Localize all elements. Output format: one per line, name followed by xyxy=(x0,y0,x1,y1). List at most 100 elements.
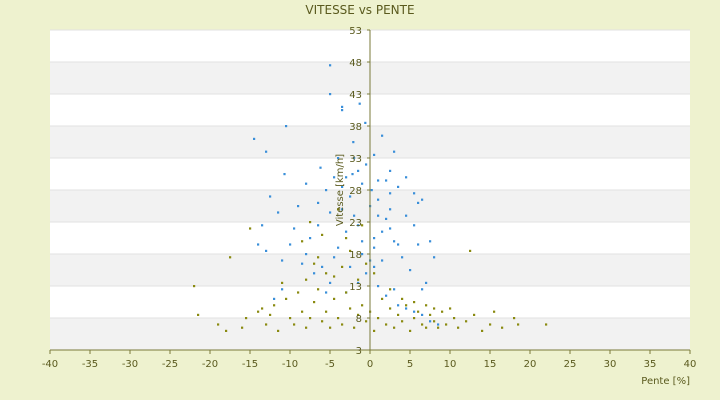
data-point xyxy=(301,262,304,265)
data-point xyxy=(385,217,388,220)
data-point xyxy=(413,301,416,304)
data-point xyxy=(425,281,428,284)
data-point xyxy=(349,249,352,252)
x-tick-label: -15 xyxy=(242,359,258,370)
data-point xyxy=(353,157,356,160)
data-point xyxy=(289,317,292,320)
data-point xyxy=(517,323,520,326)
data-point xyxy=(349,195,352,198)
data-point xyxy=(429,240,432,243)
data-point xyxy=(349,307,352,310)
data-point xyxy=(417,243,420,246)
data-point xyxy=(405,307,408,310)
data-point xyxy=(352,141,355,144)
data-point xyxy=(345,291,348,294)
x-tick-label: 5 xyxy=(407,359,413,370)
data-point xyxy=(241,326,244,329)
data-point xyxy=(389,288,392,291)
data-point xyxy=(357,281,360,284)
data-point xyxy=(329,64,332,67)
y-tick-label: 38 xyxy=(349,122,362,133)
data-point xyxy=(229,256,232,259)
data-point xyxy=(361,253,364,256)
y-tick-label: 43 xyxy=(349,90,362,101)
data-point xyxy=(313,301,316,304)
data-point xyxy=(389,227,392,230)
x-tick-label: -5 xyxy=(325,359,335,370)
data-point xyxy=(365,320,368,323)
data-point xyxy=(261,224,264,227)
data-point xyxy=(449,307,452,310)
data-point xyxy=(333,256,336,259)
data-point xyxy=(281,288,284,291)
data-point xyxy=(413,317,416,320)
data-point xyxy=(381,259,384,262)
x-tick-label: 0 xyxy=(367,359,373,370)
data-point xyxy=(317,224,320,227)
data-point xyxy=(385,294,388,297)
data-point xyxy=(501,326,504,329)
data-point xyxy=(361,224,364,227)
y-tick-label: 48 xyxy=(349,58,362,69)
data-point xyxy=(433,307,436,310)
data-point xyxy=(269,313,272,316)
data-point xyxy=(337,208,340,211)
data-point xyxy=(309,237,312,240)
data-point xyxy=(309,317,312,320)
data-point xyxy=(277,329,280,332)
x-tick-label: -30 xyxy=(122,359,138,370)
data-point xyxy=(249,227,252,230)
data-point xyxy=(417,310,420,313)
data-point xyxy=(377,179,380,182)
data-point xyxy=(425,304,428,307)
data-point xyxy=(329,326,332,329)
data-point xyxy=(325,189,328,192)
data-point xyxy=(325,310,328,313)
data-point xyxy=(397,185,400,188)
data-point xyxy=(373,153,376,156)
data-point xyxy=(319,166,322,169)
data-point xyxy=(265,323,268,326)
data-point xyxy=(273,297,276,300)
data-point xyxy=(285,297,288,300)
x-tick-label: 10 xyxy=(444,359,457,370)
y-tick-label: 23 xyxy=(349,218,362,229)
data-point xyxy=(364,121,367,124)
data-point xyxy=(513,317,516,320)
data-point xyxy=(349,265,352,268)
data-point xyxy=(381,230,384,233)
data-point xyxy=(341,109,344,112)
data-point xyxy=(373,246,376,249)
data-point xyxy=(357,169,360,172)
data-point xyxy=(281,259,284,262)
y-tick-label: 8 xyxy=(356,314,362,325)
data-point xyxy=(441,310,444,313)
data-point xyxy=(393,150,396,153)
data-point xyxy=(305,182,308,185)
data-point xyxy=(413,192,416,195)
data-point xyxy=(381,297,384,300)
data-point xyxy=(413,224,416,227)
axes xyxy=(49,29,691,354)
x-axis-label: Pente [%] xyxy=(641,376,690,387)
x-tick-label: 15 xyxy=(484,359,497,370)
data-point xyxy=(393,288,396,291)
data-point xyxy=(393,240,396,243)
data-point xyxy=(425,326,428,329)
data-point xyxy=(345,176,348,179)
data-point xyxy=(465,320,468,323)
data-point xyxy=(373,329,376,332)
data-point xyxy=(421,323,424,326)
x-tick-label: -25 xyxy=(162,359,178,370)
data-point xyxy=(289,243,292,246)
data-point xyxy=(453,317,456,320)
data-point xyxy=(341,105,344,108)
data-point xyxy=(317,201,320,204)
data-point xyxy=(325,291,328,294)
data-point xyxy=(397,313,400,316)
data-point xyxy=(437,323,440,326)
x-tick-label: -10 xyxy=(282,359,298,370)
data-point xyxy=(333,297,336,300)
data-point xyxy=(370,189,373,192)
